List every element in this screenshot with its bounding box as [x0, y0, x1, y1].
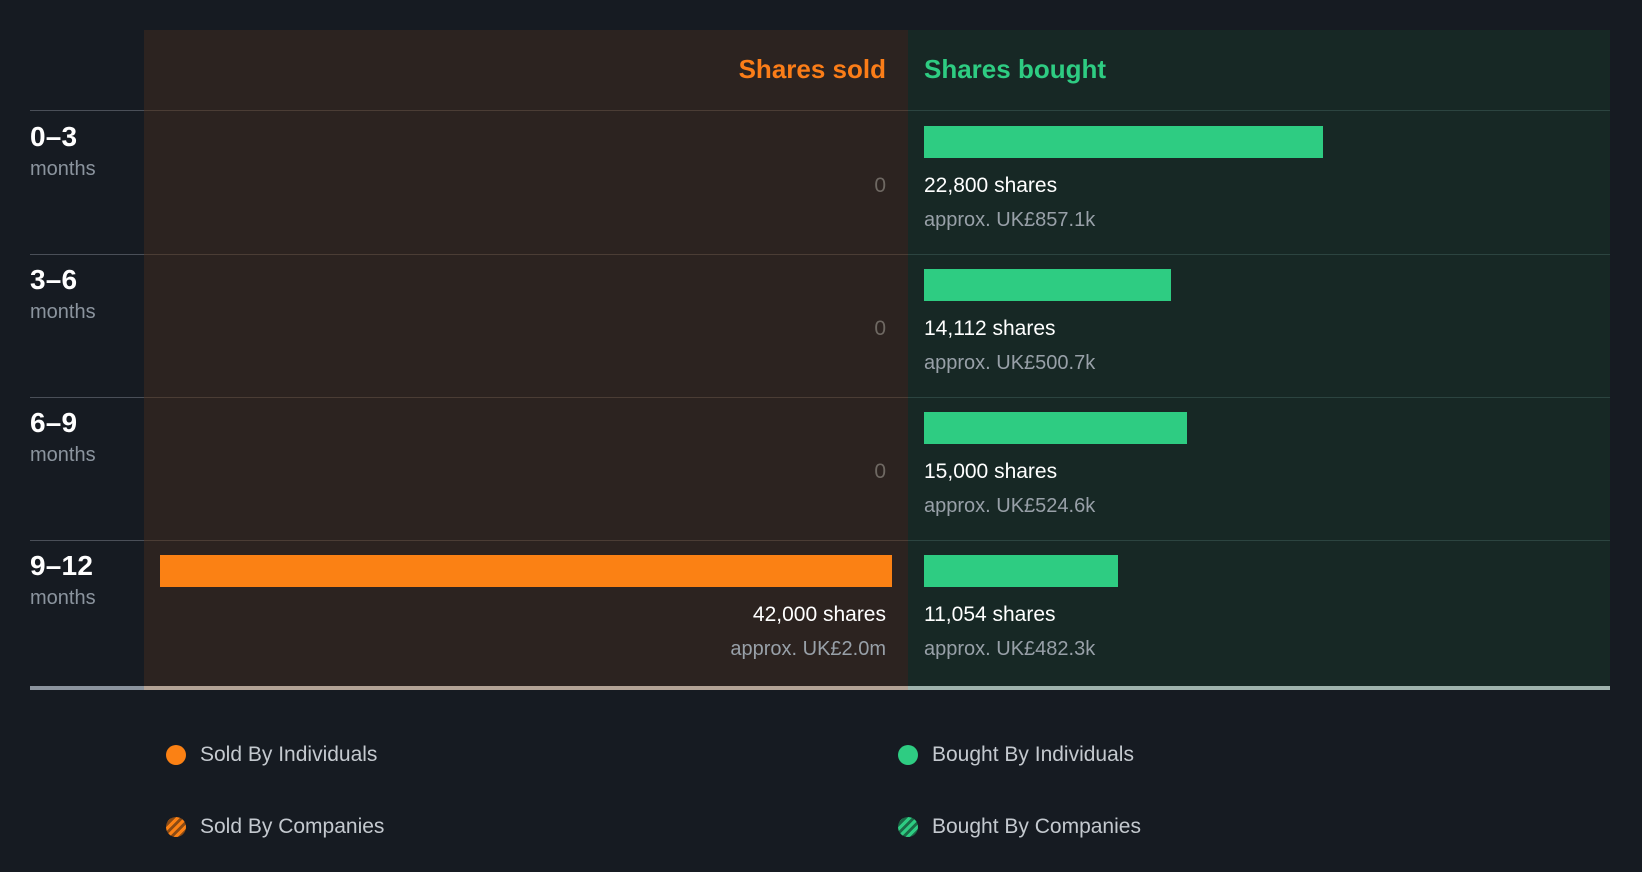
row-divider — [144, 110, 908, 111]
sold-value-6-9-months: 0 — [874, 460, 886, 483]
sold-companies-swatch-icon — [166, 817, 186, 837]
shares-sold-header: Shares sold — [738, 54, 886, 84]
legend-item-bought-by-companies[interactable]: Bought By Companies — [898, 815, 1141, 839]
bought-companies-swatch-icon — [898, 817, 918, 837]
bought-approx-label: approx. UK£857.1k — [924, 209, 1096, 231]
axis-line — [30, 686, 144, 690]
row-label-3-6-months: 3–6 months — [30, 263, 140, 325]
bought-values-9-12-months: 11,054 shares approx. UK£482.3k — [924, 601, 1095, 663]
sold-shares-label: 42,000 shares — [752, 603, 886, 626]
axis-line — [908, 686, 1610, 690]
row-range: 9–12 — [30, 550, 94, 581]
bought-values-3-6-months: 14,112 shares approx. UK£500.7k — [924, 315, 1095, 377]
bought-bar-6-9-months[interactable] — [924, 412, 1187, 444]
shares-bought-header: Shares bought — [924, 54, 1107, 84]
row-divider — [30, 110, 144, 111]
row-label-9-12-months: 9–12 months — [30, 549, 140, 611]
bought-shares-label: 22,800 shares — [924, 174, 1058, 197]
row-label-0-3-months: 0–3 months — [30, 120, 140, 182]
row-divider — [144, 397, 908, 398]
bought-shares-label: 11,054 shares — [924, 603, 1056, 626]
legend-item-sold-by-individuals[interactable]: Sold By Individuals — [166, 743, 377, 767]
axis-line — [144, 686, 908, 690]
row-label-6-9-months: 6–9 months — [30, 406, 140, 468]
row-divider — [908, 397, 1610, 398]
sold-approx-label: approx. UK£2.0m — [730, 638, 886, 660]
bought-values-6-9-months: 15,000 shares approx. UK£524.6k — [924, 458, 1095, 520]
bought-approx-label: approx. UK£524.6k — [924, 495, 1096, 517]
row-unit: months — [30, 587, 96, 609]
sold-bar-9-12-months[interactable] — [160, 555, 892, 587]
legend-label: Bought By Individuals — [932, 743, 1134, 766]
bought-bar-3-6-months[interactable] — [924, 269, 1171, 301]
bought-bar-0-3-months[interactable] — [924, 126, 1323, 158]
bought-shares-label: 15,000 shares — [924, 460, 1058, 483]
row-divider — [908, 110, 1610, 111]
row-divider — [908, 540, 1610, 541]
row-range: 6–9 — [30, 407, 78, 438]
row-unit: months — [30, 158, 96, 180]
bought-individuals-swatch-icon — [898, 745, 918, 765]
sold-individuals-swatch-icon — [166, 745, 186, 765]
row-range: 0–3 — [30, 121, 78, 152]
row-divider — [30, 254, 144, 255]
row-divider — [30, 540, 144, 541]
sold-value-3-6-months: 0 — [874, 317, 886, 340]
legend-label: Sold By Companies — [200, 815, 385, 838]
sold-values-9-12-months: 42,000 shares approx. UK£2.0m — [144, 601, 886, 663]
legend-item-sold-by-companies[interactable]: Sold By Companies — [166, 815, 384, 839]
bought-bar-9-12-months[interactable] — [924, 555, 1118, 587]
row-divider — [30, 397, 144, 398]
bought-approx-label: approx. UK£500.7k — [924, 352, 1096, 374]
sold-value-0-3-months: 0 — [874, 174, 886, 197]
row-range: 3–6 — [30, 264, 78, 295]
bought-values-0-3-months: 22,800 shares approx. UK£857.1k — [924, 172, 1095, 234]
legend-label: Bought By Companies — [932, 815, 1141, 838]
legend-label: Sold By Individuals — [200, 743, 378, 766]
row-divider — [144, 540, 908, 541]
row-unit: months — [30, 301, 96, 323]
row-divider — [908, 254, 1610, 255]
bought-approx-label: approx. UK£482.3k — [924, 638, 1096, 660]
row-unit: months — [30, 444, 96, 466]
shares-sold-panel — [144, 30, 908, 690]
bought-shares-label: 14,112 shares — [924, 317, 1056, 340]
legend-item-bought-by-individuals[interactable]: Bought By Individuals — [898, 743, 1134, 767]
row-divider — [144, 254, 908, 255]
